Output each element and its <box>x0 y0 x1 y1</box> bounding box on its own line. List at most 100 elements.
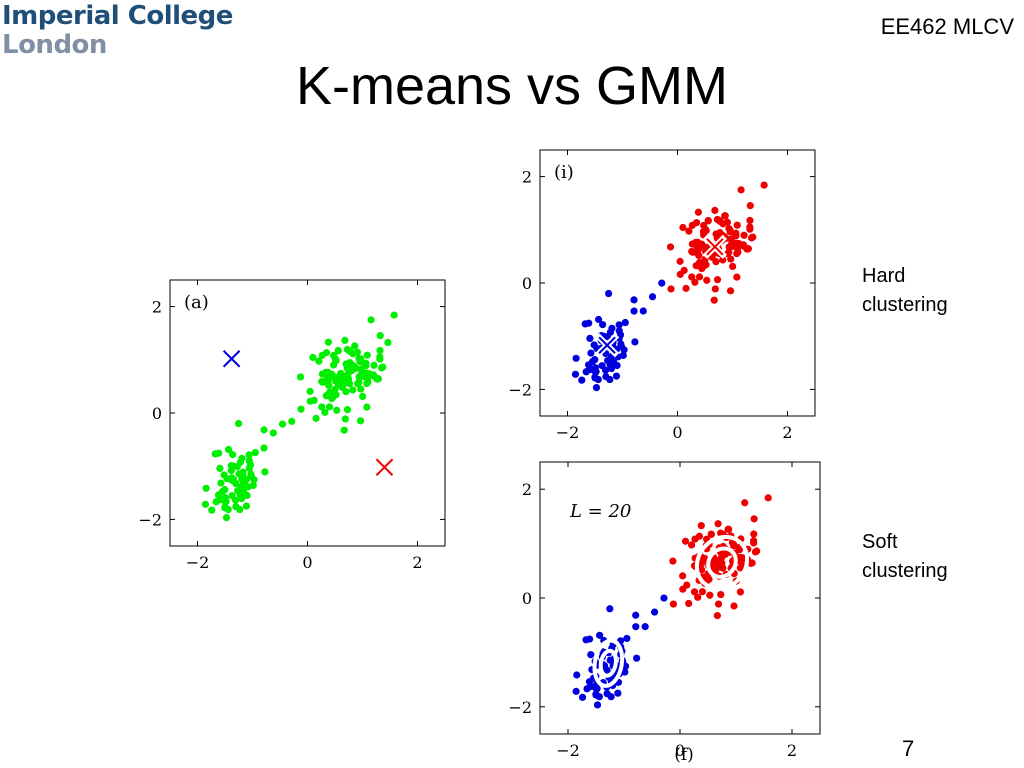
data-point <box>695 273 704 281</box>
data-point <box>594 315 603 324</box>
data-point <box>729 262 737 271</box>
data-point <box>650 608 659 616</box>
data-point <box>325 403 334 411</box>
data-point <box>242 502 251 510</box>
data-point <box>224 505 232 514</box>
data-point <box>712 258 720 266</box>
x-tick-label: 2 <box>782 423 792 442</box>
data-point <box>700 262 708 270</box>
data-point <box>585 678 594 686</box>
data-point <box>343 345 351 354</box>
data-point <box>711 556 720 564</box>
data-point <box>603 666 611 674</box>
data-point <box>737 186 745 194</box>
data-point <box>212 498 220 506</box>
x-tick-label: −2 <box>556 741 580 760</box>
hard-label-line-1: Hard <box>862 265 906 287</box>
data-point <box>220 471 228 479</box>
data-point <box>692 262 700 270</box>
logo-line-2: London <box>2 30 107 60</box>
data-point <box>349 386 357 394</box>
data-point <box>719 220 727 228</box>
data-point <box>703 276 711 284</box>
data-point <box>706 591 714 599</box>
y-tick-label: −2 <box>508 698 532 717</box>
data-point <box>363 351 371 359</box>
data-point <box>714 600 723 608</box>
data-point <box>602 373 610 381</box>
data-point <box>609 357 618 366</box>
data-point <box>751 548 760 556</box>
hard-clustering-label: Hard clustering <box>862 262 948 320</box>
data-point <box>733 221 741 229</box>
plot-frame <box>169 279 446 547</box>
gmm-ellipse-outer <box>694 534 750 591</box>
data-point <box>666 243 675 251</box>
data-point <box>695 532 704 540</box>
data-point <box>698 566 706 574</box>
data-point <box>354 380 362 388</box>
logo-line-1: Imperial College <box>2 1 233 31</box>
data-point <box>333 406 341 414</box>
data-point <box>612 372 621 380</box>
data-point <box>593 701 602 709</box>
data-point <box>359 369 368 377</box>
data-point <box>682 284 690 292</box>
data-point <box>384 338 392 347</box>
data-point <box>250 476 258 484</box>
data-point <box>228 474 236 482</box>
data-point <box>227 461 235 470</box>
gmm-ellipse-inner <box>706 546 738 579</box>
data-point <box>592 383 601 392</box>
data-point <box>711 285 719 293</box>
data-point <box>731 231 739 239</box>
page-number: 7 <box>902 736 915 761</box>
data-point <box>306 387 314 395</box>
data-point <box>688 273 696 281</box>
data-point <box>587 349 595 357</box>
x-tick-label: 2 <box>787 741 797 760</box>
x-tick-label: 2 <box>412 553 422 572</box>
data-point <box>351 342 359 350</box>
data-point <box>679 223 687 232</box>
data-point <box>676 257 684 265</box>
data-point <box>296 373 305 381</box>
data-point <box>630 296 638 304</box>
data-point <box>319 378 327 386</box>
data-point <box>764 494 772 502</box>
hard-label-line-2: clustering <box>862 294 948 316</box>
gmm-soft-clustering-plot: −2 −2 0 0 2 2 (f) L = 20 <box>508 461 821 765</box>
data-point <box>717 529 725 537</box>
panel-label: (a) <box>184 292 209 313</box>
data-point <box>297 405 305 413</box>
data-point <box>741 499 749 507</box>
data-point <box>685 599 693 608</box>
data-point <box>641 623 649 631</box>
data-point <box>343 406 352 414</box>
data-point <box>721 212 729 220</box>
y-tick-label: 2 <box>152 298 162 317</box>
data-point <box>345 375 353 383</box>
data-point <box>217 479 225 487</box>
data-point <box>603 690 611 698</box>
data-point <box>746 223 754 231</box>
data-point <box>734 248 742 256</box>
data-point <box>710 296 718 304</box>
soft-label-line-1: Soft <box>862 531 898 553</box>
data-point <box>719 256 727 264</box>
x-tick-label: −2 <box>556 423 580 442</box>
data-point <box>318 403 326 411</box>
data-point <box>340 426 348 434</box>
data-point <box>334 347 342 355</box>
data-point <box>216 464 224 473</box>
data-point <box>750 537 758 545</box>
data-point <box>689 248 697 256</box>
data-point <box>245 464 253 472</box>
data-point <box>740 231 748 239</box>
data-point <box>681 537 690 545</box>
data-point <box>322 349 331 357</box>
data-point <box>583 685 591 693</box>
data-point <box>363 403 371 411</box>
data-point <box>608 324 616 332</box>
data-point <box>222 498 230 506</box>
